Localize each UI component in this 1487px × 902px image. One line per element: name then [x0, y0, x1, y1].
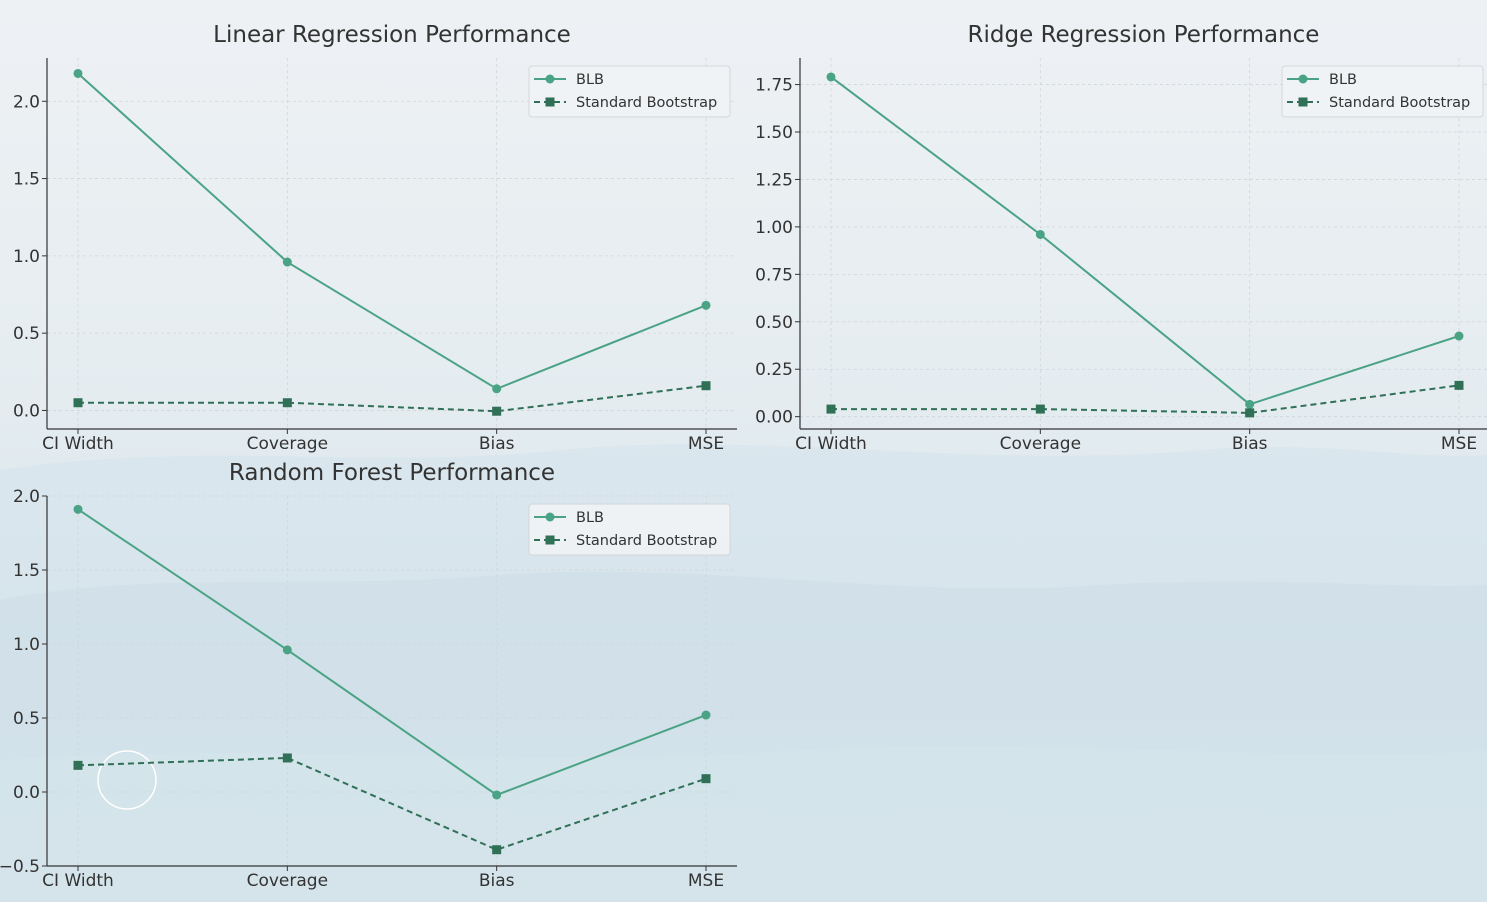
x-tick-label: Bias — [479, 434, 515, 454]
x-tick-label: CI Width — [795, 434, 867, 454]
x-tick-label: Bias — [479, 871, 515, 891]
legend-box — [528, 65, 731, 118]
y-tick-label: 0.0 — [13, 401, 40, 421]
data-point-standard-bootstrap — [701, 774, 711, 784]
y-tick-label: 0.5 — [13, 709, 40, 729]
y-tick-label: −0.5 — [0, 857, 40, 877]
legend-label: Standard Bootstrap — [576, 533, 717, 549]
data-point-blb — [282, 645, 292, 655]
legend-label: Standard Bootstrap — [1329, 95, 1470, 111]
data-point-standard-bootstrap — [1245, 408, 1255, 418]
x-tick-label: CI Width — [42, 434, 114, 454]
data-point-blb — [282, 257, 292, 267]
y-tick-label: 2.0 — [13, 487, 40, 507]
legend-marker — [545, 74, 555, 84]
series-line-blb — [830, 76, 1460, 406]
data-point-blb — [826, 72, 836, 82]
data-point-blb — [701, 300, 711, 310]
y-tick-label: 0.25 — [755, 360, 793, 380]
data-point-standard-bootstrap — [73, 760, 83, 770]
data-point-blb — [701, 710, 711, 720]
x-tick-label: Coverage — [1000, 434, 1081, 454]
data-point-blb — [73, 504, 83, 514]
data-point-blb — [1454, 331, 1464, 341]
data-point-blb — [1245, 399, 1255, 409]
legend-label: BLB — [576, 72, 604, 88]
data-point-standard-bootstrap — [826, 404, 836, 414]
data-point-blb — [73, 68, 83, 78]
chart-random-forest: Random Forest Performance −0.5 0.0 0.5 1.0 1.… — [0, 460, 737, 891]
legend-label: BLB — [576, 510, 604, 526]
series-line-blb — [77, 72, 707, 390]
legend-marker — [545, 535, 555, 545]
series-line-standard-bootstrap — [77, 756, 707, 851]
series-line-standard-bootstrap — [78, 384, 707, 413]
data-point-blb — [492, 384, 502, 394]
x-tick-label: CI Width — [42, 871, 114, 891]
highlight-circle — [97, 750, 157, 810]
chart-ridge-regression: Ridge Regression Performance 0.00 0.25 0.50… — [755, 22, 1487, 454]
data-point-blb — [492, 790, 502, 800]
legend-label: Standard Bootstrap — [576, 95, 717, 111]
chart-linear-regression: Linear Regression Performance 0.0 0.5 1.0 1.… — [13, 22, 737, 454]
y-tick-label: 0.00 — [755, 408, 793, 428]
data-point-standard-bootstrap — [701, 381, 711, 391]
y-tick-label: 1.0 — [13, 635, 40, 655]
y-tick-label: 0.75 — [755, 265, 793, 285]
x-tick-label: Coverage — [247, 434, 328, 454]
y-tick-label: 1.0 — [13, 247, 40, 267]
legend-box — [528, 503, 731, 556]
data-point-standard-bootstrap — [492, 406, 502, 416]
legend-label: BLB — [1329, 72, 1357, 88]
chart-title: Random Forest Performance — [229, 460, 555, 486]
data-point-standard-bootstrap — [282, 398, 292, 408]
y-tick-label: 0.50 — [755, 313, 793, 333]
y-tick-label: 0.0 — [13, 783, 40, 803]
y-tick-label: 1.50 — [755, 123, 793, 143]
data-point-standard-bootstrap — [492, 845, 502, 855]
chart-title: Ridge Regression Performance — [968, 22, 1320, 48]
legend-marker — [545, 97, 555, 107]
y-tick-label: 1.75 — [755, 76, 793, 96]
x-tick-label: MSE — [688, 434, 724, 454]
y-tick-label: 1.25 — [755, 170, 793, 190]
data-point-standard-bootstrap — [282, 753, 292, 763]
series-line-standard-bootstrap — [831, 384, 1460, 414]
legend-marker — [1298, 74, 1308, 84]
legend-box — [1281, 65, 1484, 118]
legend-marker — [545, 512, 555, 522]
legend-marker — [1298, 97, 1308, 107]
chart-title: Linear Regression Performance — [213, 22, 571, 48]
x-tick-label: Bias — [1232, 434, 1268, 454]
y-tick-label: 2.0 — [13, 92, 40, 112]
data-point-standard-bootstrap — [1454, 380, 1464, 390]
y-tick-label: 0.5 — [13, 324, 40, 344]
data-point-blb — [1035, 229, 1045, 239]
data-point-standard-bootstrap — [73, 398, 83, 408]
y-tick-label: 1.00 — [755, 218, 793, 238]
x-tick-label: Coverage — [247, 871, 328, 891]
series-line-blb — [77, 508, 707, 797]
y-tick-label: 1.5 — [13, 170, 40, 190]
x-tick-label: MSE — [688, 871, 724, 891]
data-point-standard-bootstrap — [1035, 404, 1045, 414]
y-tick-label: 1.5 — [13, 561, 40, 581]
x-tick-label: MSE — [1441, 434, 1477, 454]
